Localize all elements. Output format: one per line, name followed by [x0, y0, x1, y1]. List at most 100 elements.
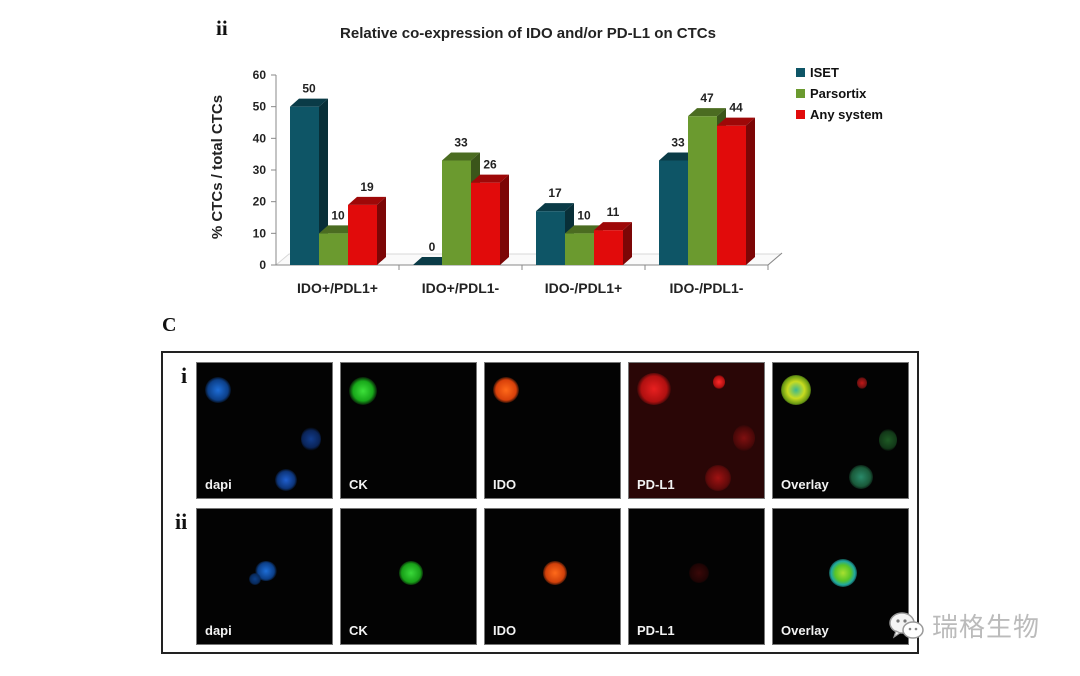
data-label: 33 [671, 136, 685, 150]
channel-label: CK [349, 477, 368, 492]
channel-label: Overlay [781, 477, 829, 492]
data-label: 44 [729, 101, 743, 115]
bar-top [565, 225, 603, 234]
channel-label: dapi [205, 623, 232, 638]
cell-blob [301, 427, 321, 451]
legend-item-any-system: Any system [796, 104, 883, 125]
micrograph-row-ii-pd-l1: PD-L1 [628, 508, 765, 645]
data-label: 47 [700, 91, 714, 105]
bar-side [377, 196, 386, 265]
micrograph-row-ii-ido: IDO [484, 508, 621, 645]
bar [471, 174, 509, 265]
bar-front [688, 116, 717, 266]
chart-legend: ISET Parsortix Any system [796, 62, 883, 125]
bar-top [659, 152, 697, 161]
cell-blob [275, 469, 297, 491]
bar-front [659, 160, 688, 265]
legend-swatch-parsortix [796, 89, 805, 98]
bar [290, 98, 328, 266]
legend-swatch-any-system [796, 110, 805, 119]
legend-label-iset: ISET [810, 65, 839, 80]
y-axis-label: % CTCs / total CTCs [209, 95, 226, 239]
micrograph-row-ii-ck: CK [340, 508, 477, 645]
micrograph-row-ii-dapi: dapi [196, 508, 333, 645]
micrograph-row-i-pd-l1: PD-L1 [628, 362, 765, 499]
cell-blob [705, 465, 731, 491]
bar-side [500, 174, 509, 265]
cell-blob [249, 573, 261, 585]
micrograph-row-i-ido: IDO [484, 362, 621, 499]
legend-swatch-iset [796, 68, 805, 77]
x-tick-label: IDO-/PDL1+ [545, 280, 622, 296]
micrograph-panel: i ii dapi CK IDO PD-L1 Overlay dapi CK [161, 351, 919, 654]
micrograph-row-i-overlay: Overlay [772, 362, 909, 499]
data-label: 10 [577, 208, 591, 222]
data-label: 33 [454, 136, 468, 150]
bar-top [413, 257, 451, 265]
legend-item-parsortix: Parsortix [796, 83, 883, 104]
channel-label: PD-L1 [637, 623, 675, 638]
chart-panel-label: ii [216, 16, 228, 40]
x-tick-label: IDO+/PDL1+ [297, 280, 378, 296]
wechat-icon [888, 610, 926, 642]
cell-blob [849, 465, 873, 489]
data-label: 26 [483, 158, 497, 172]
x-tick-label: IDO-/PDL1- [670, 280, 744, 296]
bar-side [623, 222, 632, 265]
channel-label: IDO [493, 477, 517, 492]
y-tick-label: 0 [259, 258, 266, 272]
cell-blob [689, 563, 709, 583]
bar-front [290, 106, 319, 266]
bar-front [471, 182, 500, 265]
bar-top [348, 196, 386, 205]
watermark: 瑞格生物 [888, 607, 1040, 644]
bar-side [319, 98, 328, 266]
cell-blob [399, 561, 423, 585]
bar-front [348, 204, 377, 265]
legend-item-iset: ISET [796, 62, 883, 83]
cell-blob [781, 375, 811, 405]
bar-top [471, 174, 509, 183]
micrograph-row-ii-overlay: Overlay [772, 508, 909, 645]
data-label: 19 [360, 180, 374, 194]
bar-front [565, 233, 594, 265]
cell-blob [733, 425, 755, 451]
y-tick-label: 40 [253, 131, 267, 145]
bar-side [746, 117, 755, 266]
bar [413, 257, 451, 265]
x-tick-label: IDO+/PDL1- [422, 280, 500, 296]
bar-top [290, 98, 328, 107]
cell-blob [879, 429, 897, 451]
channel-label: dapi [205, 477, 232, 492]
micrograph-row-i-dapi: dapi [196, 362, 333, 499]
cell-blob [349, 377, 377, 405]
bar-chart: Relative co-expression of IDO and/or PD-… [209, 25, 783, 296]
bar-front [319, 233, 348, 265]
bar-front [442, 160, 471, 265]
row-label-ii: ii [175, 509, 188, 534]
channel-label: Overlay [781, 623, 829, 638]
bar-top [688, 108, 726, 117]
bar-top [442, 152, 480, 161]
bar [717, 117, 755, 266]
bar [348, 196, 386, 265]
y-tick-label: 30 [253, 163, 267, 177]
cell-blob [205, 377, 231, 403]
channel-label: PD-L1 [637, 477, 675, 492]
data-label: 10 [331, 208, 345, 222]
channel-label: CK [349, 623, 368, 638]
data-label: 50 [302, 82, 316, 96]
data-label: 11 [607, 205, 620, 219]
bar-top [594, 222, 632, 231]
bar-front [594, 230, 623, 265]
y-tick-label: 60 [253, 68, 267, 82]
y-tick-label: 50 [253, 100, 267, 114]
bar [594, 222, 632, 265]
watermark-text: 瑞格生物 [932, 613, 1041, 643]
x-axis-depth-line [767, 252, 783, 266]
data-label: 17 [548, 186, 562, 200]
row-label-i: i [181, 363, 188, 388]
bar-top [717, 117, 755, 126]
bar-top [536, 203, 574, 212]
cell-blob [713, 375, 725, 389]
